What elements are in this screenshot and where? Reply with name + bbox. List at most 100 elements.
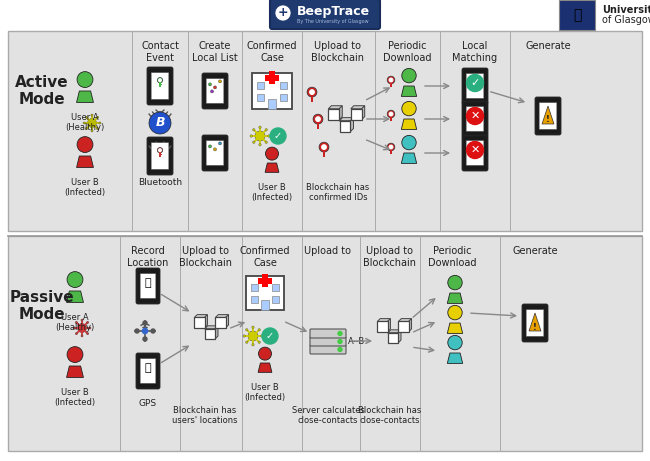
Circle shape — [77, 136, 93, 153]
Circle shape — [389, 78, 393, 82]
Circle shape — [209, 83, 211, 86]
Bar — [262, 274, 268, 287]
Text: User A
(Healthy): User A (Healthy) — [55, 313, 95, 332]
Polygon shape — [542, 106, 554, 124]
Circle shape — [387, 143, 395, 151]
Text: Upload to
Blockchain: Upload to Blockchain — [311, 41, 365, 63]
Text: Generate: Generate — [525, 41, 571, 51]
Text: Blockchain has
close-contacts: Blockchain has close-contacts — [358, 406, 422, 426]
Text: A--B: A--B — [348, 337, 365, 345]
Text: 📍: 📍 — [145, 278, 151, 288]
Circle shape — [88, 118, 96, 128]
Circle shape — [209, 145, 211, 148]
Bar — [269, 71, 275, 84]
Circle shape — [253, 129, 255, 131]
Circle shape — [73, 327, 75, 329]
Text: !: ! — [546, 116, 550, 124]
Bar — [317, 119, 319, 129]
Text: Upload to
Blockchain: Upload to Blockchain — [179, 246, 231, 267]
Circle shape — [75, 332, 77, 335]
Circle shape — [85, 116, 88, 118]
Circle shape — [89, 327, 91, 329]
FancyBboxPatch shape — [246, 276, 283, 310]
Circle shape — [265, 147, 278, 160]
Text: 📍: 📍 — [145, 363, 151, 373]
Circle shape — [262, 328, 278, 344]
FancyBboxPatch shape — [523, 305, 547, 342]
Circle shape — [265, 141, 267, 143]
Circle shape — [159, 149, 161, 152]
Polygon shape — [339, 118, 354, 121]
Bar — [159, 151, 161, 157]
Circle shape — [258, 329, 261, 331]
Text: User B
(Infected): User B (Infected) — [55, 388, 96, 408]
Text: Confirmed
Case: Confirmed Case — [247, 41, 297, 63]
Circle shape — [448, 305, 462, 320]
Polygon shape — [401, 86, 417, 96]
Polygon shape — [258, 363, 272, 372]
Text: User B
(Infected): User B (Infected) — [64, 178, 105, 197]
FancyBboxPatch shape — [280, 82, 287, 89]
Circle shape — [319, 142, 329, 152]
Circle shape — [402, 68, 416, 83]
Polygon shape — [377, 319, 391, 321]
Circle shape — [83, 122, 85, 124]
Text: ✕: ✕ — [471, 111, 480, 121]
Circle shape — [86, 332, 88, 335]
FancyBboxPatch shape — [140, 359, 156, 383]
FancyBboxPatch shape — [463, 69, 488, 104]
Circle shape — [259, 143, 261, 146]
Text: Upload to
Blockchain: Upload to Blockchain — [363, 246, 417, 267]
Circle shape — [67, 347, 83, 362]
Circle shape — [402, 101, 416, 116]
Circle shape — [259, 126, 261, 129]
Text: Confirmed
Case: Confirmed Case — [240, 246, 291, 267]
Bar — [390, 80, 392, 88]
Circle shape — [243, 335, 246, 337]
Circle shape — [143, 321, 147, 325]
Circle shape — [149, 112, 171, 134]
FancyBboxPatch shape — [140, 274, 156, 298]
Bar — [265, 75, 279, 81]
Bar — [210, 147, 211, 150]
Text: 🏛: 🏛 — [573, 8, 581, 22]
Text: Blockchain has
confirmed IDs: Blockchain has confirmed IDs — [306, 183, 370, 202]
FancyBboxPatch shape — [463, 101, 488, 136]
FancyBboxPatch shape — [466, 74, 484, 98]
Circle shape — [259, 347, 272, 360]
Text: Generate: Generate — [512, 246, 558, 256]
FancyBboxPatch shape — [215, 318, 226, 328]
FancyBboxPatch shape — [466, 106, 484, 131]
Circle shape — [387, 76, 395, 84]
Text: B: B — [155, 117, 164, 130]
Circle shape — [261, 335, 263, 337]
Circle shape — [213, 148, 216, 151]
FancyBboxPatch shape — [151, 73, 169, 99]
Circle shape — [258, 341, 261, 343]
Polygon shape — [265, 163, 279, 172]
FancyBboxPatch shape — [257, 82, 265, 89]
Circle shape — [157, 148, 162, 153]
Circle shape — [96, 128, 99, 130]
Circle shape — [270, 128, 286, 144]
Circle shape — [265, 129, 267, 131]
Bar — [212, 92, 213, 95]
FancyBboxPatch shape — [272, 284, 279, 291]
Text: BeepTrace: BeepTrace — [296, 6, 370, 18]
Circle shape — [467, 142, 484, 159]
Polygon shape — [339, 106, 343, 120]
Polygon shape — [351, 106, 365, 109]
Text: ✓: ✓ — [274, 131, 282, 141]
Text: Server calculates
close-contacts: Server calculates close-contacts — [292, 406, 365, 426]
Circle shape — [77, 324, 86, 332]
FancyBboxPatch shape — [351, 109, 361, 120]
FancyBboxPatch shape — [536, 97, 560, 135]
Circle shape — [252, 343, 254, 346]
Text: Record
Location: Record Location — [127, 246, 169, 267]
FancyBboxPatch shape — [257, 94, 265, 101]
Circle shape — [255, 131, 265, 141]
Polygon shape — [350, 118, 354, 131]
Text: User B
(Infected): User B (Infected) — [244, 383, 285, 402]
Circle shape — [99, 122, 101, 124]
Circle shape — [338, 348, 342, 351]
